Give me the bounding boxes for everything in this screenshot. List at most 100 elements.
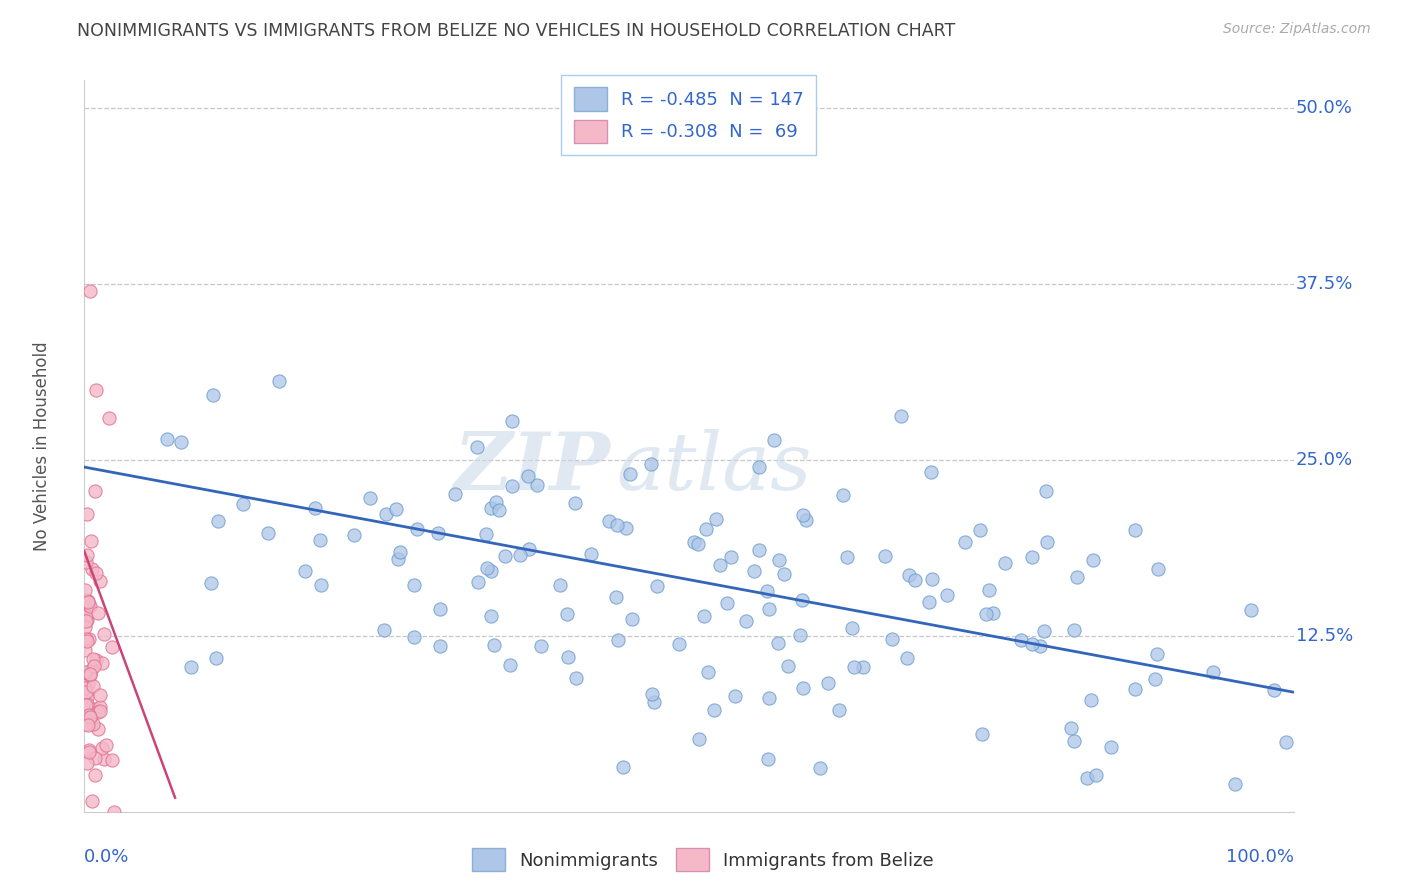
Point — [80, 533, 103, 548]
Point — [709, 558, 731, 573]
Legend: Nonimmigrants, Immigrants from Belize: Nonimmigrants, Immigrants from Belize — [465, 841, 941, 879]
Point — [101, 640, 124, 654]
Point — [93, 752, 115, 766]
Point — [1060, 722, 1083, 736]
Point — [82, 716, 104, 731]
Point — [530, 639, 553, 653]
Point — [304, 501, 326, 516]
Point — [693, 608, 716, 623]
Point — [79, 666, 101, 681]
Point — [257, 526, 280, 541]
Point — [974, 607, 997, 621]
Point — [77, 708, 100, 723]
Point — [76, 702, 98, 716]
Point — [748, 543, 770, 558]
Point — [77, 746, 100, 760]
Point — [1011, 632, 1033, 647]
Point — [688, 732, 710, 747]
Point — [755, 583, 778, 598]
Point — [89, 700, 111, 714]
Point — [84, 653, 107, 667]
Point — [1123, 682, 1146, 697]
Point — [499, 657, 522, 672]
Point — [359, 491, 381, 506]
Point — [607, 633, 630, 648]
Point — [748, 459, 770, 474]
Point — [90, 657, 112, 671]
Point — [75, 681, 97, 695]
Point — [485, 495, 508, 509]
Point — [75, 632, 97, 646]
Point — [388, 545, 411, 559]
Point — [1063, 733, 1085, 747]
Point — [75, 703, 97, 717]
Point — [579, 547, 602, 561]
Point — [509, 549, 531, 563]
Point — [156, 432, 179, 446]
Point — [375, 507, 398, 521]
Point — [87, 722, 110, 736]
Point — [387, 552, 409, 566]
Point — [768, 553, 790, 567]
Point — [756, 752, 779, 766]
Point — [76, 594, 98, 608]
Point — [620, 612, 643, 626]
Point — [1225, 776, 1247, 790]
Point — [555, 607, 578, 622]
Point — [79, 668, 101, 682]
Point — [311, 578, 333, 592]
Point — [402, 630, 425, 644]
Point — [405, 522, 427, 536]
Point — [77, 595, 100, 609]
Point — [429, 602, 451, 616]
Point — [488, 503, 510, 517]
Point — [686, 537, 709, 551]
Point — [479, 501, 502, 516]
Point — [548, 578, 571, 592]
Point — [977, 583, 1000, 598]
Text: 0.0%: 0.0% — [84, 848, 129, 866]
Point — [758, 691, 780, 706]
Point — [724, 690, 747, 704]
Point — [852, 660, 875, 674]
Point — [76, 634, 98, 648]
Point — [612, 759, 634, 773]
Text: atlas: atlas — [616, 429, 811, 507]
Point — [643, 695, 665, 709]
Point — [294, 564, 316, 578]
Point — [1275, 735, 1298, 749]
Text: 37.5%: 37.5% — [1296, 276, 1354, 293]
Point — [789, 628, 811, 642]
Point — [898, 568, 921, 582]
Point — [87, 705, 110, 719]
Point — [1063, 623, 1085, 637]
Point — [768, 636, 790, 650]
Point — [1099, 740, 1122, 755]
Point — [882, 632, 904, 647]
Point — [75, 665, 97, 679]
Point — [75, 717, 97, 731]
Point — [841, 621, 863, 635]
Point — [75, 620, 97, 634]
Point — [82, 794, 104, 808]
Point — [970, 727, 993, 741]
Text: 100.0%: 100.0% — [1226, 848, 1294, 866]
Point — [994, 556, 1017, 570]
Point — [77, 632, 100, 646]
Point — [565, 671, 588, 685]
Legend: R = -0.485  N = 147, R = -0.308  N =  69: R = -0.485 N = 147, R = -0.308 N = 69 — [561, 75, 817, 155]
Point — [1085, 767, 1108, 781]
Point — [917, 595, 939, 609]
Point — [80, 562, 103, 576]
Point — [832, 488, 855, 502]
Point — [204, 651, 226, 665]
Point — [790, 593, 813, 607]
Point — [84, 768, 107, 782]
Point — [202, 388, 225, 402]
Text: 12.5%: 12.5% — [1296, 627, 1353, 645]
Point — [758, 602, 780, 616]
Point — [501, 478, 523, 492]
Point — [526, 477, 548, 491]
Point — [180, 660, 202, 674]
Point — [343, 527, 366, 541]
